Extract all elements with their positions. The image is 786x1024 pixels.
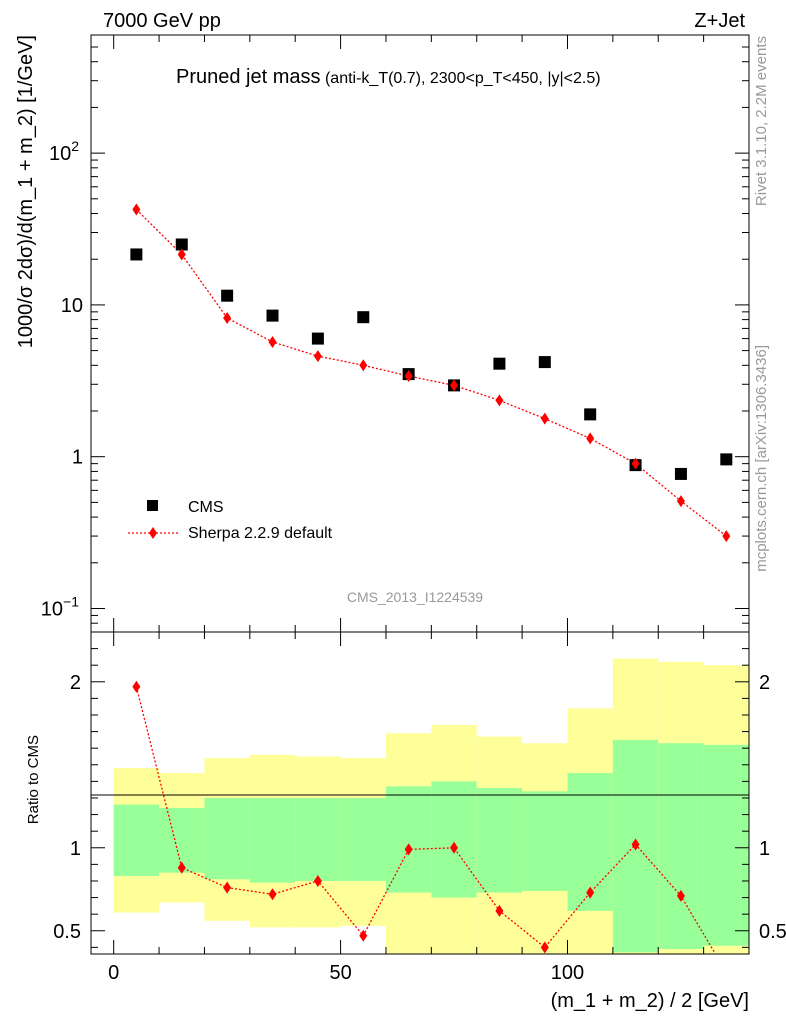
ratio-sherpa-point	[313, 874, 322, 887]
ratio-y-tick-label-left: 2	[70, 672, 81, 694]
inner-band-bin	[385, 786, 432, 893]
cms-point	[266, 309, 279, 322]
ratio-sherpa-point	[359, 929, 368, 942]
main-y-tick-label: 1	[72, 447, 83, 469]
ratio-sherpa-point	[631, 838, 640, 851]
ratio-sherpa-point	[586, 886, 595, 899]
inner-band-bin	[476, 788, 523, 893]
legend: CMS Sherpa 2.2.9 default	[128, 499, 333, 542]
sherpa-point	[359, 359, 368, 372]
inner-band-bin	[295, 797, 341, 881]
x-tick-label: 100	[551, 962, 584, 984]
cms-point	[311, 332, 324, 345]
legend-marker-cms	[147, 500, 158, 511]
ratio-axes: 0.5 0.5 1 1 2 2 0 50 100	[53, 632, 786, 984]
ratio-y-tick-label-right: 0.5	[759, 921, 786, 943]
x-tick-label: 50	[329, 962, 351, 984]
cms-point	[538, 356, 551, 369]
inner-band-bin	[658, 743, 704, 950]
ratio-y-tick-label-right: 1	[759, 838, 770, 860]
main-y-tick-label: 10−1	[41, 593, 79, 620]
sherpa-point	[586, 432, 595, 445]
ratio-sherpa-point	[223, 881, 232, 894]
ratio-sherpa-point	[132, 680, 141, 693]
sherpa-point	[268, 335, 277, 348]
ratio-sherpa-point	[404, 843, 413, 856]
cms-point	[357, 311, 370, 324]
ratio-sherpa-point	[450, 841, 459, 854]
main-plot-frame	[90, 34, 750, 633]
cms-point	[221, 289, 234, 302]
sherpa-point	[676, 495, 685, 508]
sherpa-point	[722, 530, 731, 543]
ratio-sherpa-point	[495, 904, 504, 917]
inner-band-bin	[204, 797, 250, 880]
analysis-id: CMS_2013_I1224539	[347, 589, 483, 605]
sherpa-point	[631, 457, 640, 470]
inner-band-bin	[522, 791, 568, 891]
plot-title: Pruned jet mass (anti-k_T(0.7), 2300<p_T…	[176, 66, 601, 88]
main-axes: 10−1 1 10 102	[41, 34, 750, 633]
main-y-tick-label: 10	[61, 295, 83, 317]
inner-band-bin	[703, 744, 749, 946]
cms-point	[493, 357, 506, 370]
ratio-sherpa-line	[135, 686, 717, 954]
x-axis-title: (m_1 + m_2) / 2 [GeV]	[551, 990, 749, 1012]
sherpa-point	[177, 248, 186, 261]
ratio-uncertainty-bands	[113, 658, 749, 954]
inner-band-bin	[249, 797, 296, 883]
sherpa-point	[223, 311, 232, 324]
ratio-plot-frame	[90, 631, 750, 955]
inner-band-bin	[340, 797, 386, 881]
cms-point	[584, 408, 597, 421]
legend-marker-sherpa	[149, 527, 157, 539]
cms-point	[674, 467, 687, 480]
inner-band-bin	[431, 781, 477, 898]
cms-point	[130, 248, 143, 261]
ratio-y-tick-label-left: 0.5	[53, 921, 81, 943]
legend-label-cms: CMS	[188, 499, 224, 516]
ratio-sherpa-point	[676, 889, 685, 902]
ratio-y-tick-label-left: 1	[70, 838, 81, 860]
main-y-tick-label: 102	[49, 138, 79, 165]
legend-label-sherpa: Sherpa 2.2.9 default	[188, 525, 333, 542]
plot-title-detail: (anti-k_T(0.7), 2300<p_T<450, |y|<2.5)	[325, 70, 601, 87]
cms-point	[720, 453, 733, 466]
collision-label: 7000 GeV pp	[103, 10, 221, 32]
ratio-sherpa-point	[268, 888, 277, 901]
x-tick-label: 0	[108, 962, 119, 984]
ratio-sherpa-point	[540, 941, 549, 954]
sherpa-point	[313, 350, 322, 363]
rivet-version-label: Rivet 3.1.10, 2.2M events	[753, 36, 770, 206]
ratio-y-axis-title: Ratio to CMS	[25, 735, 42, 824]
ratio-sherpa-point	[177, 861, 186, 874]
inner-band-bin	[113, 804, 160, 876]
sherpa-point	[450, 379, 459, 392]
main-data-marks	[130, 203, 733, 543]
sherpa-point	[404, 370, 413, 383]
source-label: mcplots.cern.ch [arXiv:1306.3436]	[753, 345, 770, 572]
cms-point	[175, 238, 188, 251]
ratio-y-tick-label-right: 2	[759, 672, 770, 694]
sherpa-point	[495, 394, 504, 407]
sherpa-point	[132, 203, 141, 216]
sherpa-line	[135, 209, 727, 537]
sherpa-point	[540, 412, 549, 425]
plot-title-main: Pruned jet mass	[176, 66, 321, 88]
main-y-axis-title: 1000/σ 2dσ)/d(m_1 + m_2) [1/GeV]	[15, 35, 37, 348]
process-label: Z+Jet	[694, 10, 745, 32]
ratio-data-marks	[132, 680, 717, 954]
